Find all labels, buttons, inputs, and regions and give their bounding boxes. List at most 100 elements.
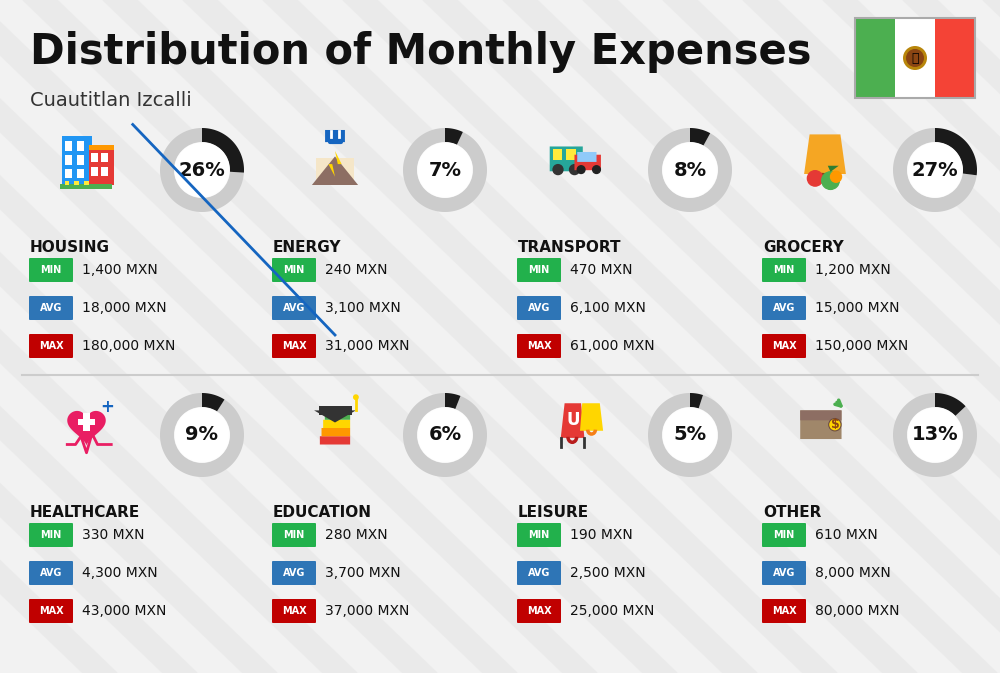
FancyBboxPatch shape (517, 258, 561, 282)
Text: MIN: MIN (40, 530, 62, 540)
FancyBboxPatch shape (91, 167, 98, 176)
Text: 3,100 MXN: 3,100 MXN (325, 301, 401, 315)
Text: U: U (566, 411, 580, 429)
FancyBboxPatch shape (101, 153, 108, 162)
Text: GROCERY: GROCERY (763, 240, 844, 255)
Circle shape (906, 49, 924, 67)
Polygon shape (67, 411, 106, 446)
Polygon shape (690, 393, 703, 409)
Text: 4,300 MXN: 4,300 MXN (82, 566, 158, 580)
FancyBboxPatch shape (77, 155, 84, 165)
Text: 180,000 MXN: 180,000 MXN (82, 339, 175, 353)
Text: 240 MXN: 240 MXN (325, 263, 388, 277)
Polygon shape (316, 157, 354, 185)
Text: MAX: MAX (39, 606, 63, 616)
FancyBboxPatch shape (78, 419, 95, 425)
Text: MIN: MIN (283, 265, 305, 275)
Polygon shape (935, 393, 966, 416)
Text: AVG: AVG (283, 568, 305, 578)
FancyBboxPatch shape (855, 18, 895, 98)
Circle shape (908, 143, 962, 197)
FancyBboxPatch shape (800, 411, 842, 439)
Circle shape (908, 408, 962, 462)
Text: $: $ (831, 418, 839, 431)
FancyBboxPatch shape (101, 167, 108, 176)
Text: 61,000 MXN: 61,000 MXN (570, 339, 655, 353)
Text: 190 MXN: 190 MXN (570, 528, 633, 542)
Text: MAX: MAX (772, 606, 796, 616)
Text: 15,000 MXN: 15,000 MXN (815, 301, 900, 315)
FancyBboxPatch shape (74, 180, 79, 185)
FancyBboxPatch shape (320, 436, 350, 444)
Circle shape (553, 165, 563, 174)
Polygon shape (403, 128, 487, 212)
Text: 37,000 MXN: 37,000 MXN (325, 604, 409, 618)
FancyBboxPatch shape (29, 561, 73, 585)
Polygon shape (445, 393, 460, 409)
Text: MAX: MAX (772, 341, 796, 351)
Polygon shape (202, 393, 225, 411)
Text: HOUSING: HOUSING (30, 240, 110, 255)
Polygon shape (893, 128, 977, 212)
Polygon shape (561, 403, 584, 438)
Polygon shape (648, 128, 732, 212)
FancyBboxPatch shape (574, 155, 601, 170)
Circle shape (593, 166, 600, 174)
Circle shape (663, 143, 717, 197)
Polygon shape (202, 128, 244, 173)
Ellipse shape (829, 419, 841, 431)
Text: TRANSPORT: TRANSPORT (518, 240, 622, 255)
Circle shape (570, 165, 579, 174)
Circle shape (903, 46, 927, 70)
Text: 26%: 26% (179, 160, 225, 180)
Circle shape (418, 408, 472, 462)
FancyBboxPatch shape (762, 296, 806, 320)
FancyBboxPatch shape (566, 149, 576, 160)
Text: HEALTHCARE: HEALTHCARE (30, 505, 140, 520)
FancyBboxPatch shape (272, 258, 316, 282)
FancyBboxPatch shape (800, 411, 842, 421)
FancyBboxPatch shape (517, 296, 561, 320)
Polygon shape (314, 411, 356, 423)
Text: AVG: AVG (773, 568, 795, 578)
FancyBboxPatch shape (272, 334, 316, 358)
Text: 1,400 MXN: 1,400 MXN (82, 263, 158, 277)
Text: 9%: 9% (186, 425, 218, 444)
FancyBboxPatch shape (64, 168, 72, 178)
Text: 470 MXN: 470 MXN (570, 263, 633, 277)
Text: AVG: AVG (773, 303, 795, 313)
FancyBboxPatch shape (89, 145, 114, 150)
Polygon shape (935, 128, 977, 175)
Text: MIN: MIN (773, 265, 795, 275)
Circle shape (418, 143, 472, 197)
Text: 8,000 MXN: 8,000 MXN (815, 566, 891, 580)
FancyBboxPatch shape (29, 523, 73, 547)
Polygon shape (328, 151, 342, 177)
Text: Distribution of Monthly Expenses: Distribution of Monthly Expenses (30, 31, 812, 73)
Text: 6,100 MXN: 6,100 MXN (570, 301, 646, 315)
FancyBboxPatch shape (517, 599, 561, 623)
Polygon shape (160, 393, 244, 477)
Polygon shape (403, 393, 487, 477)
FancyBboxPatch shape (29, 599, 73, 623)
Text: MIN: MIN (773, 530, 795, 540)
Text: 1,200 MXN: 1,200 MXN (815, 263, 891, 277)
FancyBboxPatch shape (577, 152, 597, 162)
Text: 8%: 8% (673, 160, 707, 180)
Text: 3,700 MXN: 3,700 MXN (325, 566, 401, 580)
Text: MIN: MIN (40, 265, 62, 275)
Text: 150,000 MXN: 150,000 MXN (815, 339, 908, 353)
FancyBboxPatch shape (29, 334, 73, 358)
Text: AVG: AVG (40, 303, 62, 313)
FancyBboxPatch shape (91, 153, 98, 162)
Text: 25,000 MXN: 25,000 MXN (570, 604, 654, 618)
FancyBboxPatch shape (325, 130, 345, 142)
Text: 18,000 MXN: 18,000 MXN (82, 301, 167, 315)
FancyBboxPatch shape (64, 155, 72, 165)
Polygon shape (445, 128, 463, 145)
FancyBboxPatch shape (552, 149, 562, 160)
Text: 31,000 MXN: 31,000 MXN (325, 339, 410, 353)
Text: MIN: MIN (283, 530, 305, 540)
FancyBboxPatch shape (77, 168, 84, 178)
Text: AVG: AVG (528, 303, 550, 313)
